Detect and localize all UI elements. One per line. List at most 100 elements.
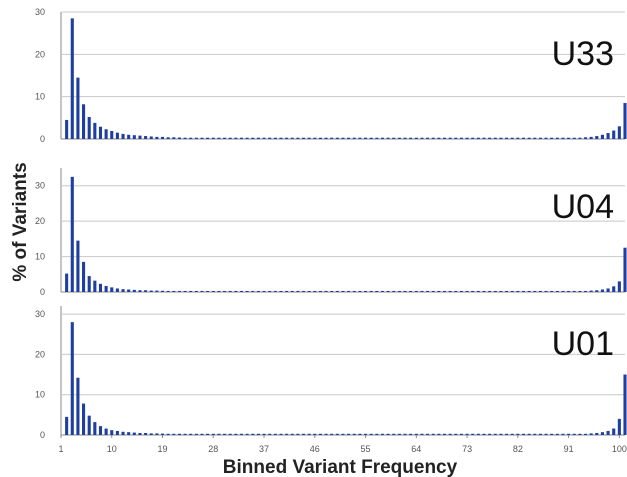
bar <box>138 290 142 292</box>
panels: 0 10 20 30 U33 0 10 20 30 U04 0 10 20 30 U01 <box>35 7 627 440</box>
bar <box>476 433 480 435</box>
bar <box>76 240 80 292</box>
bar <box>420 433 424 435</box>
bar <box>177 290 181 292</box>
bar <box>499 433 503 435</box>
bar <box>465 290 469 292</box>
bar <box>572 433 576 435</box>
bar <box>115 430 119 435</box>
y-tick-label: 0 <box>40 287 45 297</box>
bar <box>149 290 153 292</box>
bar <box>448 137 452 139</box>
bar <box>499 290 503 292</box>
bar <box>623 103 627 139</box>
bar <box>121 431 125 435</box>
bar <box>144 290 148 292</box>
bar <box>194 290 198 292</box>
x-tick-label: 73 <box>462 444 472 454</box>
bar <box>488 290 492 292</box>
bar <box>431 137 435 139</box>
bar <box>414 290 418 292</box>
bar <box>262 290 266 292</box>
bar <box>431 290 435 292</box>
bar <box>612 428 616 435</box>
bar <box>290 433 294 435</box>
bar <box>65 119 69 139</box>
bar <box>544 137 548 139</box>
bar <box>65 416 69 435</box>
bar <box>144 136 148 139</box>
x-tick-label: 10 <box>107 444 117 454</box>
bar <box>578 290 582 292</box>
bar <box>217 433 221 435</box>
bar <box>177 137 181 139</box>
bar <box>555 137 559 139</box>
bar <box>138 135 142 139</box>
bar <box>623 374 627 435</box>
bar <box>538 137 542 139</box>
bar <box>87 116 91 139</box>
bar <box>471 137 475 139</box>
bar <box>437 290 441 292</box>
bar <box>561 137 565 139</box>
bar <box>454 433 458 435</box>
bar <box>189 290 193 292</box>
bar <box>206 433 210 435</box>
x-axis-title: Binned Variant Frequency <box>223 457 458 477</box>
bar <box>510 433 514 435</box>
bar <box>115 132 119 139</box>
x-tick-label: 28 <box>208 444 218 454</box>
bar <box>403 137 407 139</box>
y-tick-label: 30 <box>35 309 45 319</box>
bar <box>538 433 542 435</box>
bar <box>251 433 255 435</box>
panel-u33: 0 10 20 30 U33 <box>35 7 627 144</box>
bar <box>166 433 170 435</box>
bar <box>206 137 210 139</box>
bar <box>555 433 559 435</box>
bar <box>493 433 497 435</box>
bar <box>127 432 131 435</box>
bar <box>347 137 351 139</box>
bar <box>567 137 571 139</box>
bar <box>132 289 136 292</box>
bar <box>223 137 227 139</box>
bar <box>476 290 480 292</box>
bar <box>285 290 289 292</box>
bar <box>442 137 447 139</box>
y-tick-label: 30 <box>35 7 45 17</box>
bar <box>572 137 576 139</box>
bar <box>200 290 204 292</box>
bar <box>155 290 159 292</box>
bar <box>256 290 260 292</box>
bar <box>82 403 86 435</box>
bar <box>301 290 306 292</box>
bar <box>223 290 227 292</box>
bar <box>533 290 537 292</box>
bar <box>600 432 604 435</box>
bar <box>375 433 379 435</box>
bar <box>296 433 300 435</box>
bar <box>307 433 311 435</box>
bar <box>301 137 306 139</box>
bar <box>307 290 311 292</box>
bar <box>251 290 255 292</box>
bar <box>505 290 509 292</box>
panel-label: U04 <box>552 188 614 226</box>
bar <box>420 137 424 139</box>
bar <box>65 273 69 292</box>
bar <box>200 137 204 139</box>
bar <box>527 433 531 435</box>
bar <box>70 322 74 436</box>
bar <box>403 290 407 292</box>
bar <box>617 281 621 292</box>
bar <box>290 137 294 139</box>
bar <box>341 433 345 435</box>
bar <box>211 290 215 292</box>
bar <box>499 137 503 139</box>
bar <box>318 433 322 435</box>
bar <box>98 426 103 435</box>
bar <box>583 137 588 139</box>
bar <box>505 433 509 435</box>
bar <box>482 433 486 435</box>
